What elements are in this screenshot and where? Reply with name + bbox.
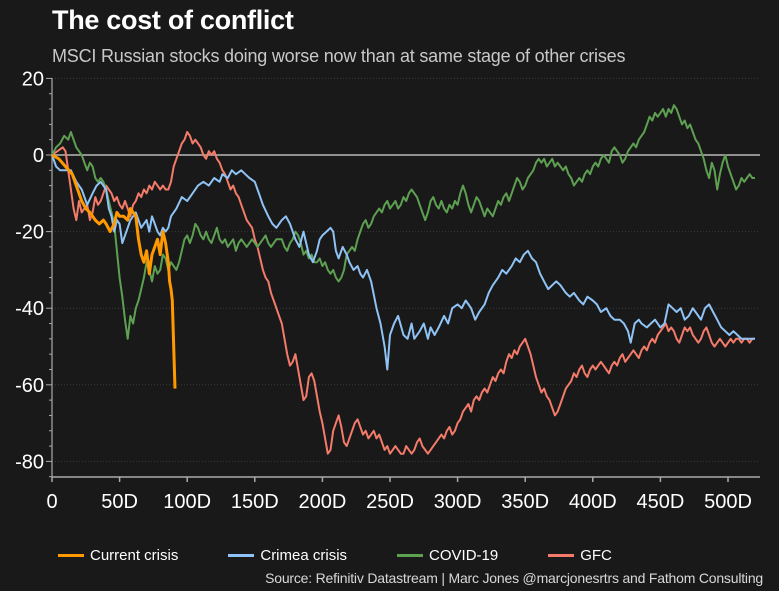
legend-swatch-gfc xyxy=(548,554,575,557)
series-lines xyxy=(51,104,755,455)
legend-label: GFC xyxy=(580,547,612,564)
series-line-crimea-crisis xyxy=(51,154,755,371)
x-tick-label: 250D xyxy=(366,491,414,513)
x-tick-label: 100D xyxy=(163,491,211,513)
x-tick-label: 500D xyxy=(704,491,752,513)
y-tick-label: -20 xyxy=(15,222,44,244)
x-tick-label: 50D xyxy=(101,491,138,513)
y-tick-label: 20 xyxy=(22,68,44,90)
x-tick-label: 450D xyxy=(636,491,684,513)
legend-swatch-covid-19 xyxy=(397,554,424,557)
x-tick-label: 400D xyxy=(569,491,617,513)
legend-swatch-crimea-crisis xyxy=(228,554,255,557)
y-tick-label: -40 xyxy=(15,298,44,320)
x-tick-label: 150D xyxy=(231,491,279,513)
legend-swatch-current-crisis xyxy=(58,554,84,557)
legend-label: Crimea crisis xyxy=(260,547,348,564)
y-tick-label: -80 xyxy=(15,451,44,473)
grid-lines xyxy=(52,77,760,462)
series-line-covid-19 xyxy=(51,104,755,340)
x-tick-label: 350D xyxy=(501,491,549,513)
legend-item-current-crisis: Current crisis xyxy=(58,547,178,564)
x-tick-label: 200D xyxy=(298,491,346,513)
tick-labels: 200-20-40-60-800 50D 100D 150D 200D 250D 300D 3… xyxy=(15,68,752,513)
source-note: Source: Refinitiv Datastream | Marc Jone… xyxy=(265,570,763,586)
x-tick-label: 300D xyxy=(434,491,482,513)
legend-label: COVID-19 xyxy=(429,547,499,564)
x-tick-label: 0 xyxy=(46,491,57,513)
y-tick-label: 0 xyxy=(33,145,44,167)
chart-title: The cost of conflict xyxy=(52,5,294,35)
chart-subtitle: MSCI Russian stocks doing worse now than… xyxy=(52,46,626,66)
legend-item-covid-19: COVID-19 xyxy=(397,547,498,564)
legend-item-crimea-crisis: Crimea crisis xyxy=(228,547,347,564)
series-line-current-crisis xyxy=(51,153,177,389)
legend-item-gfc: GFC xyxy=(548,547,612,564)
line-chart: 200-20-40-60-800 50D 100D 150D 200D 250D 300D 3… xyxy=(15,68,760,513)
axes xyxy=(46,77,760,482)
legend-label: Current crisis xyxy=(90,547,179,564)
legend: Current crisis Crimea crisis COVID-19 GF… xyxy=(58,547,662,564)
y-tick-label: -60 xyxy=(15,375,44,397)
series-line-gfc xyxy=(51,131,755,455)
